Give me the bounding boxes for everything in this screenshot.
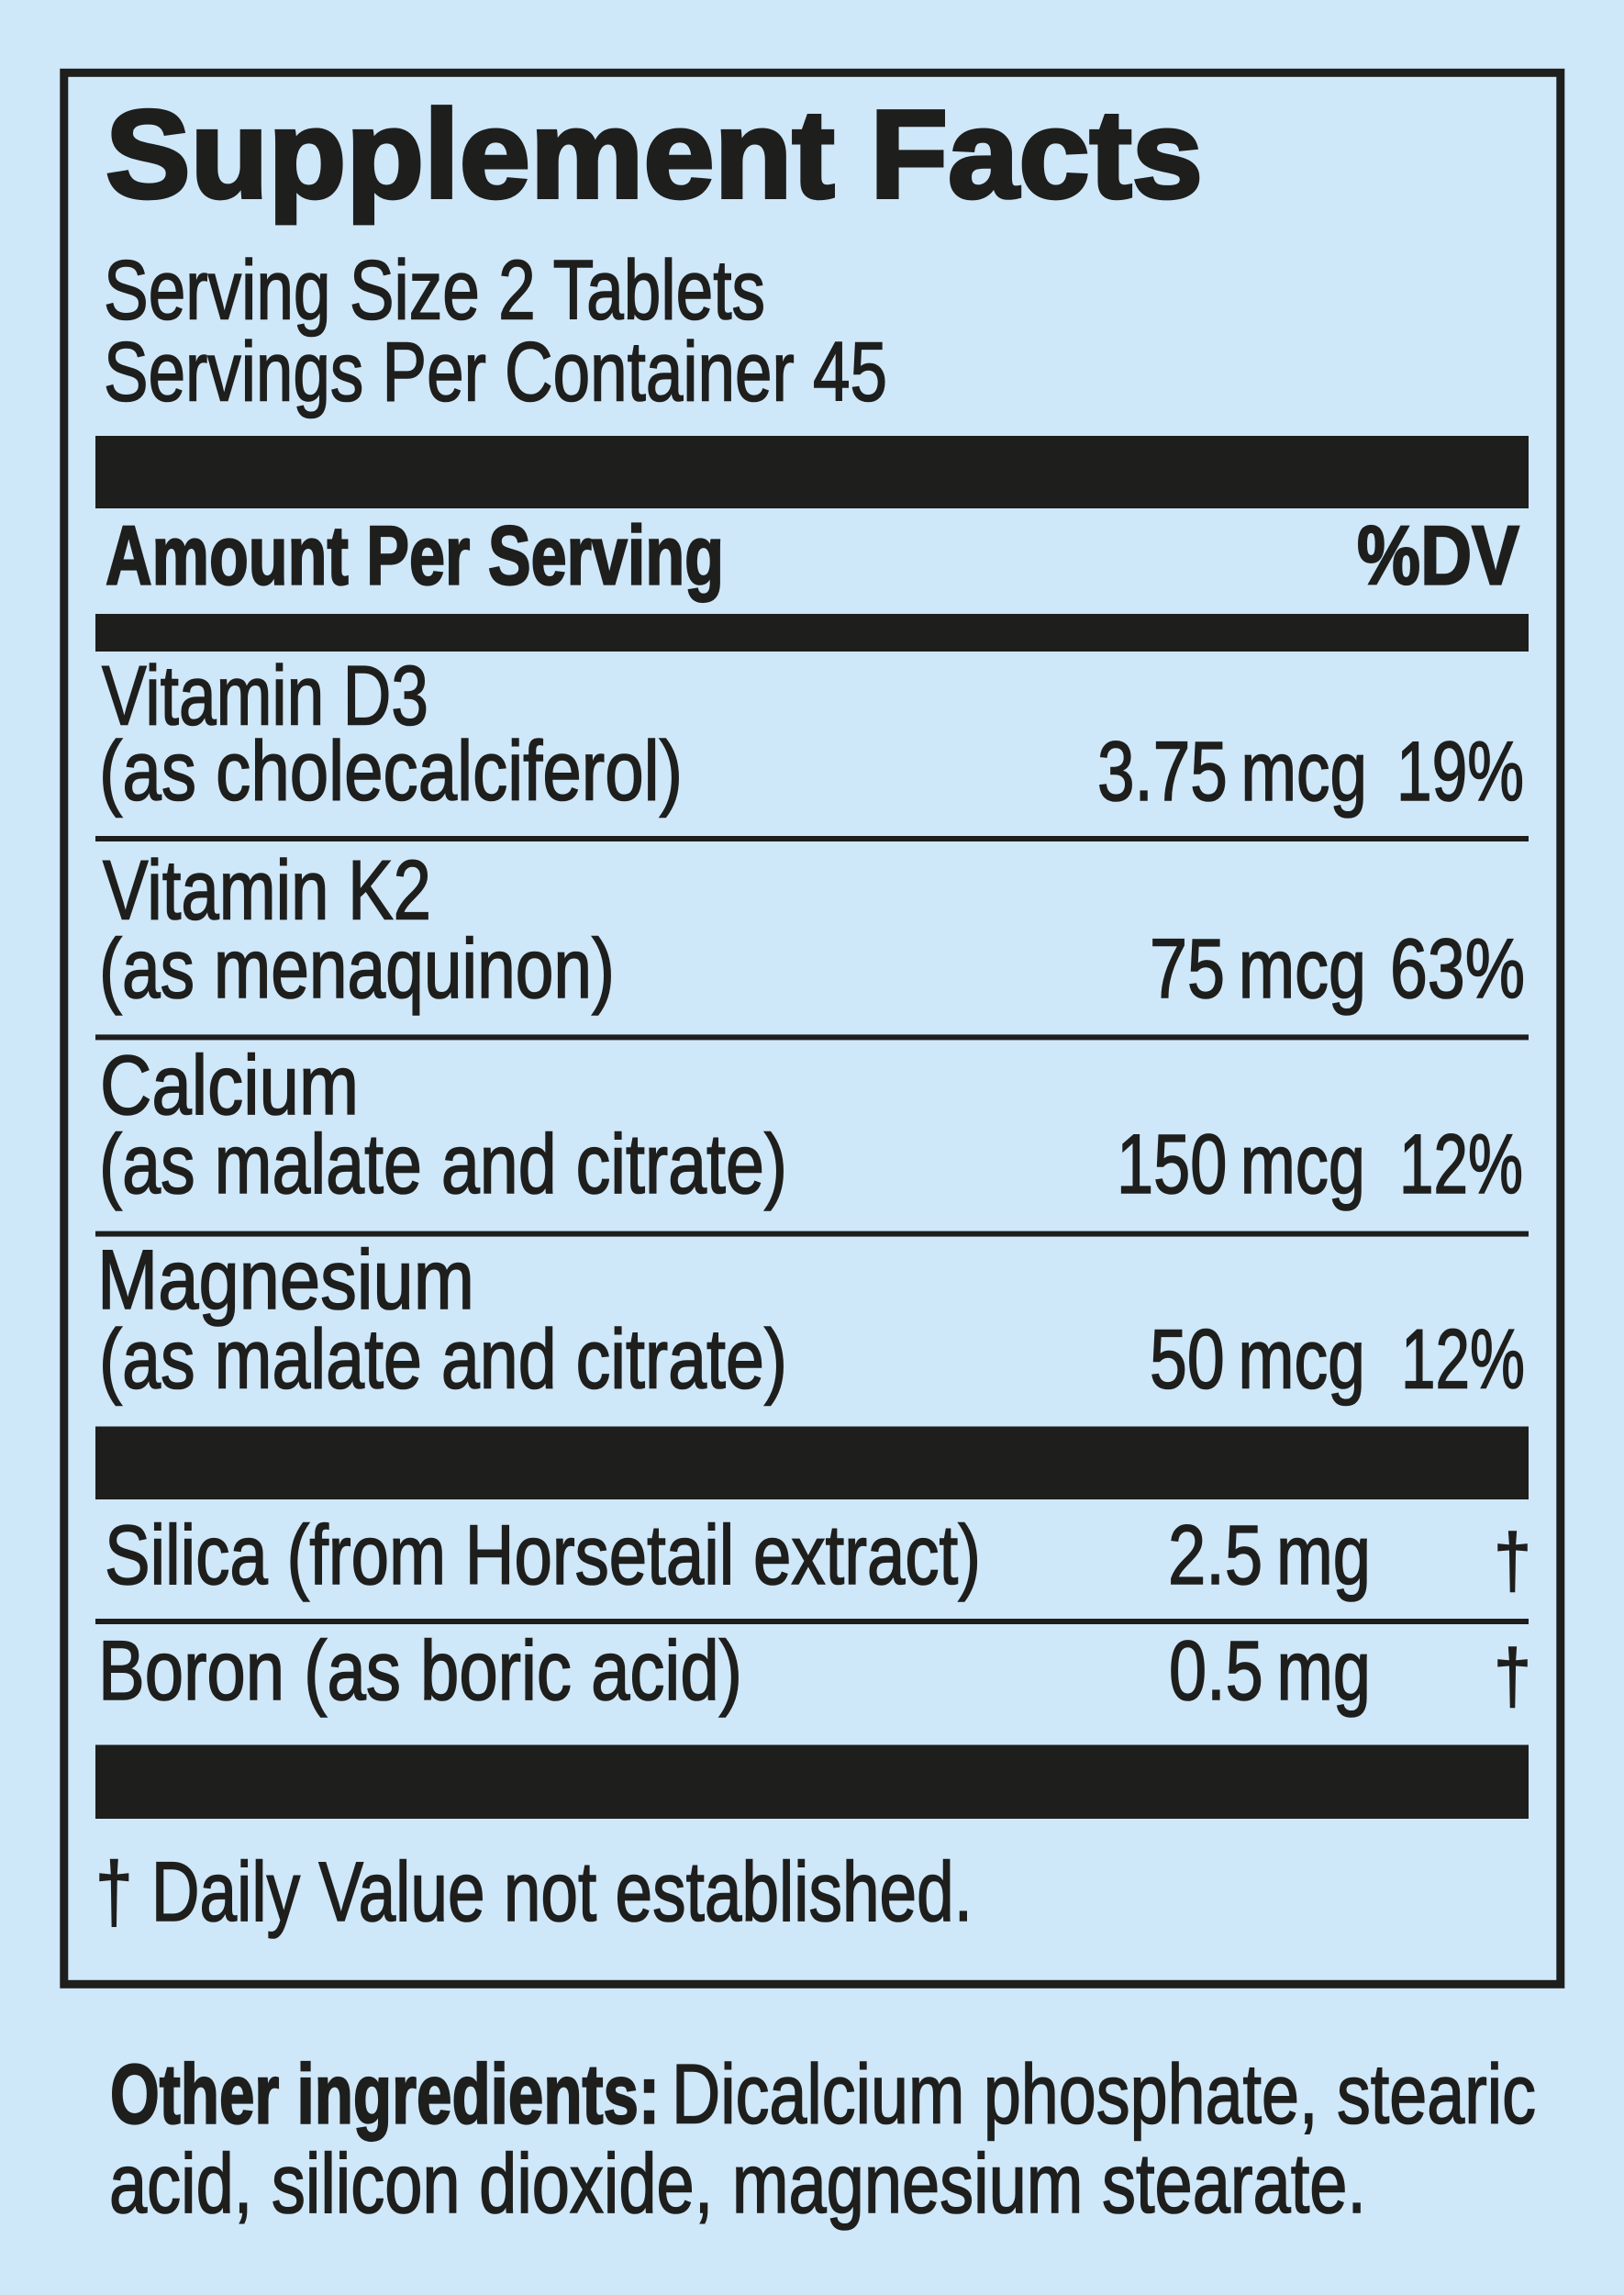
svg-text:(as menaquinon): (as menaquinon) bbox=[99, 922, 615, 1016]
svg-text:2.5 mg: 2.5 mg bbox=[1168, 1509, 1371, 1602]
svg-text:50 mcg: 50 mcg bbox=[1150, 1313, 1365, 1407]
svg-text:Supplement Facts: Supplement Facts bbox=[106, 84, 1203, 224]
svg-text:63%: 63% bbox=[1390, 922, 1525, 1016]
svg-text:12%: 12% bbox=[1399, 1118, 1523, 1211]
svg-text:acid, silicon dioxide, magnesi: acid, silicon dioxide, magnesium stearat… bbox=[109, 2137, 1366, 2231]
svg-text:(as malate and citrate): (as malate and citrate) bbox=[99, 1118, 787, 1211]
svg-text:75 mcg: 75 mcg bbox=[1150, 922, 1366, 1016]
svg-text:%DV: %DV bbox=[1357, 510, 1519, 603]
svg-text:Amount Per Serving: Amount Per Serving bbox=[106, 510, 724, 603]
svg-text:150 mcg: 150 mcg bbox=[1117, 1118, 1365, 1211]
svg-text:(as malate and citrate): (as malate and citrate) bbox=[99, 1313, 787, 1407]
svg-text:Serving Size 2 Tablets: Serving Size 2 Tablets bbox=[104, 244, 765, 338]
svg-text:†: † bbox=[1494, 1519, 1531, 1603]
svg-text:† Daily Value not established.: † Daily Value not established. bbox=[95, 1845, 973, 1939]
svg-text:(as cholecalciferol): (as cholecalciferol) bbox=[99, 725, 683, 819]
svg-text:Calcium: Calcium bbox=[100, 1039, 359, 1132]
svg-text:†: † bbox=[1494, 1634, 1531, 1719]
svg-text:Vitamin K2: Vitamin K2 bbox=[103, 844, 431, 938]
svg-text:Boron (as boric acid): Boron (as boric acid) bbox=[98, 1624, 742, 1718]
svg-text:12%: 12% bbox=[1401, 1313, 1525, 1407]
svg-text:Vitamin D3: Vitamin D3 bbox=[102, 650, 428, 743]
svg-text:0.5 mg: 0.5 mg bbox=[1169, 1624, 1371, 1718]
svg-text:3.75 mcg: 3.75 mcg bbox=[1097, 725, 1367, 819]
svg-text:Other ingredients:: Other ingredients: bbox=[110, 2048, 660, 2142]
svg-text:Servings Per Container 45: Servings Per Container 45 bbox=[104, 326, 887, 419]
svg-text:Silica (from Horsetail extract: Silica (from Horsetail extract) bbox=[105, 1509, 981, 1602]
svg-text:Magnesium: Magnesium bbox=[97, 1233, 474, 1327]
svg-text:Dicalcium phosphate, stearic: Dicalcium phosphate, stearic bbox=[672, 2048, 1536, 2142]
svg-text:19%: 19% bbox=[1396, 725, 1524, 819]
